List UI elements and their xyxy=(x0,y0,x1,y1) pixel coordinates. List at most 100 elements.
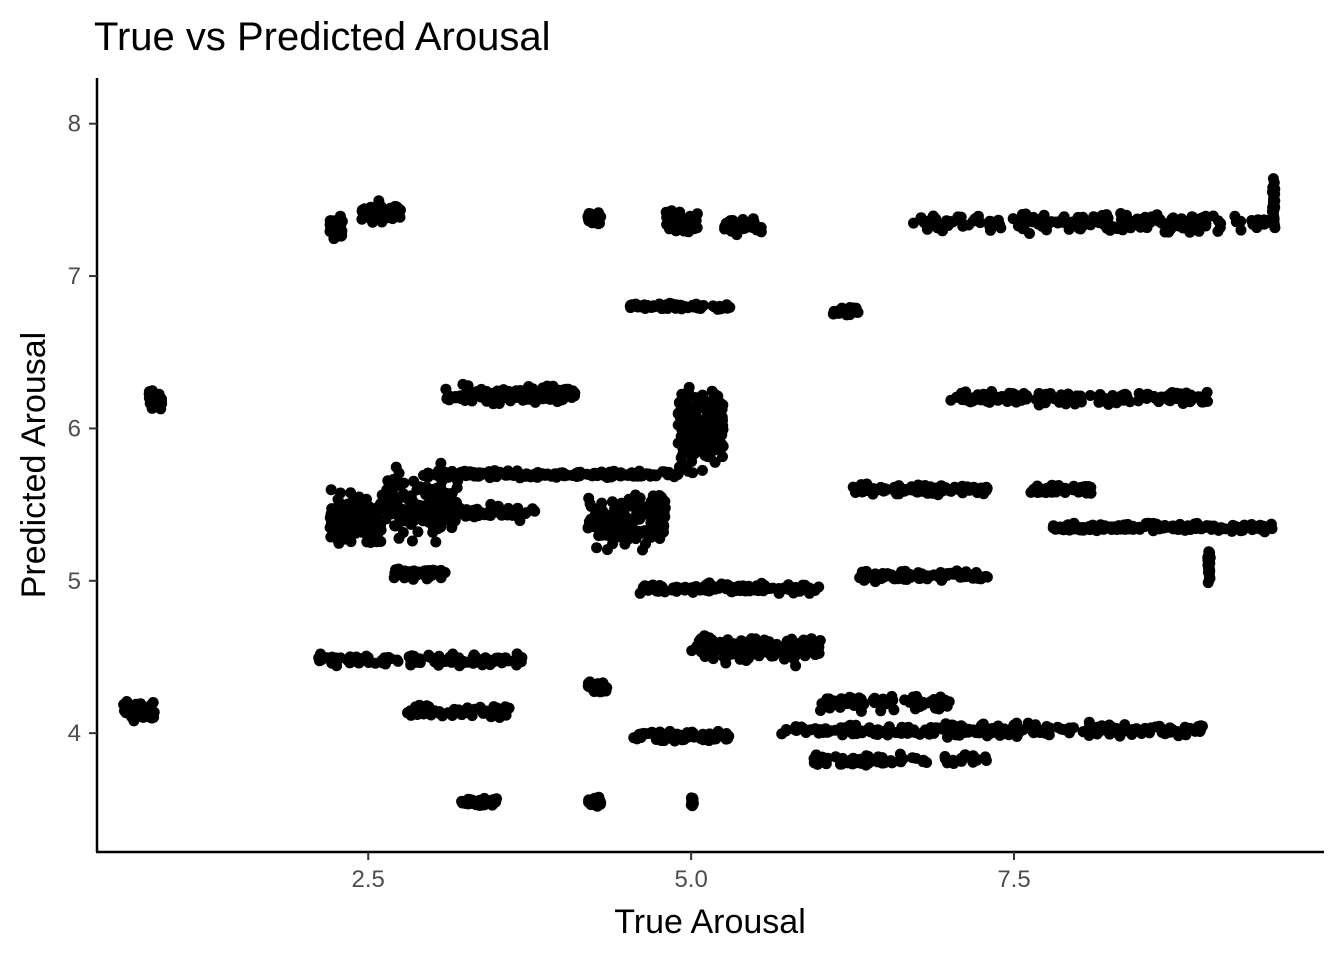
data-point xyxy=(1050,393,1062,405)
data-point xyxy=(883,756,895,768)
data-point xyxy=(761,643,773,655)
data-point xyxy=(1183,393,1195,405)
data-point xyxy=(406,650,418,662)
data-point xyxy=(1126,521,1138,533)
data-point xyxy=(355,654,367,665)
data-point xyxy=(537,382,549,394)
data-point xyxy=(921,757,933,768)
data-point xyxy=(935,569,947,581)
data-point xyxy=(680,395,692,406)
data-point xyxy=(851,728,863,740)
data-point xyxy=(459,796,471,808)
data-point xyxy=(122,707,134,719)
data-point xyxy=(1022,717,1034,729)
data-point xyxy=(955,211,967,223)
data-point xyxy=(469,651,481,663)
y-tick-label: 5 xyxy=(68,568,81,595)
data-point xyxy=(325,484,337,496)
data-point xyxy=(335,228,347,239)
data-point xyxy=(424,570,436,582)
data-point xyxy=(697,389,708,401)
data-point xyxy=(596,497,608,509)
data-point xyxy=(1084,390,1096,401)
data-point xyxy=(148,711,160,723)
data-point xyxy=(397,488,409,500)
data-point xyxy=(439,508,451,519)
data-point xyxy=(735,635,747,647)
data-point xyxy=(892,726,904,738)
data-point xyxy=(717,580,729,592)
data-point xyxy=(1107,221,1119,233)
data-point xyxy=(657,582,668,594)
data-point xyxy=(584,469,596,481)
data-point xyxy=(813,754,825,766)
data-point xyxy=(1201,386,1213,398)
data-point xyxy=(1105,521,1117,533)
data-point xyxy=(446,520,458,532)
data-point xyxy=(686,794,698,806)
data-point xyxy=(369,657,381,669)
data-point xyxy=(995,222,1007,234)
data-point xyxy=(934,695,946,707)
data-point xyxy=(1082,481,1094,492)
data-point xyxy=(1088,211,1100,223)
data-point xyxy=(1096,720,1108,732)
data-point xyxy=(654,727,666,739)
y-tick-label: 6 xyxy=(68,415,81,442)
data-point xyxy=(698,732,710,744)
data-point xyxy=(378,208,390,220)
data-point xyxy=(455,708,467,720)
data-point xyxy=(645,531,657,543)
data-point xyxy=(327,506,339,518)
data-point xyxy=(120,699,132,710)
data-point xyxy=(662,469,674,481)
data-point xyxy=(1035,213,1047,225)
x-axis-title: True Arousal xyxy=(614,903,806,941)
data-point xyxy=(334,528,346,540)
data-point xyxy=(1180,524,1192,536)
data-point xyxy=(511,659,522,671)
data-point xyxy=(645,495,657,507)
data-point xyxy=(709,456,721,468)
data-point xyxy=(975,573,987,585)
data-point xyxy=(1052,721,1064,733)
data-point xyxy=(841,698,853,710)
data-point xyxy=(724,215,736,227)
data-point xyxy=(351,512,363,524)
data-point xyxy=(1251,222,1263,234)
data-point xyxy=(963,219,975,231)
data-point xyxy=(756,577,768,589)
data-point xyxy=(345,536,357,548)
data-point xyxy=(510,504,522,516)
data-point xyxy=(707,442,719,454)
data-point xyxy=(1041,721,1053,732)
data-point xyxy=(1235,224,1247,236)
data-point xyxy=(1163,391,1175,403)
data-point xyxy=(666,733,678,745)
data-point xyxy=(688,214,699,226)
data-point xyxy=(850,719,862,731)
data-point xyxy=(774,584,786,595)
data-point xyxy=(496,509,508,521)
data-point xyxy=(888,704,900,716)
data-point xyxy=(593,797,605,809)
data-point xyxy=(1061,217,1073,229)
data-point xyxy=(842,304,854,316)
data-point xyxy=(1204,572,1216,584)
data-point xyxy=(1201,520,1213,532)
data-point xyxy=(822,752,834,764)
data-point xyxy=(350,527,362,539)
data-point xyxy=(674,206,686,218)
data-point xyxy=(714,411,726,423)
data-point xyxy=(1110,722,1122,734)
data-point xyxy=(1246,519,1258,530)
data-point xyxy=(726,586,738,598)
data-point xyxy=(708,400,720,412)
data-point xyxy=(797,582,809,594)
data-point xyxy=(412,526,424,538)
data-point xyxy=(380,658,391,670)
data-point xyxy=(528,385,540,397)
data-point xyxy=(527,394,539,406)
data-point xyxy=(466,710,478,722)
